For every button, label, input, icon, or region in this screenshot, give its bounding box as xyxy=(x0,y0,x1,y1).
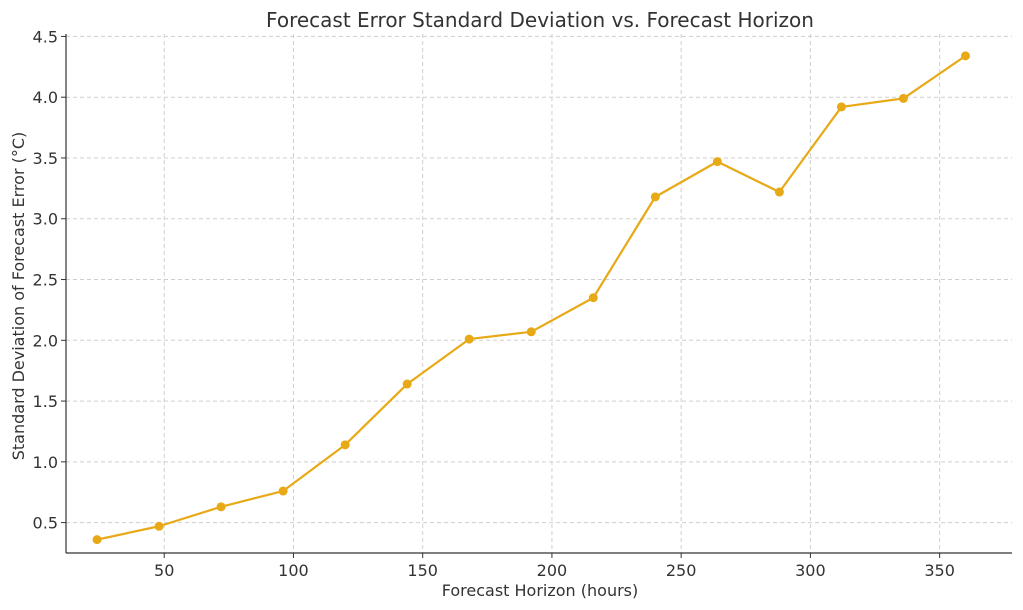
data-point xyxy=(464,334,474,344)
y-tick-label: 4.0 xyxy=(33,88,58,107)
y-tick-label: 1.5 xyxy=(33,392,58,411)
data-point xyxy=(650,192,660,202)
x-tick-label: 300 xyxy=(795,561,826,580)
y-tick-label: 3.5 xyxy=(33,149,58,168)
x-tick-label: 200 xyxy=(537,561,568,580)
data-point xyxy=(340,440,350,450)
y-tick-label: 0.5 xyxy=(33,514,58,533)
axes xyxy=(61,34,1012,558)
x-axis-label: Forecast Horizon (hours) xyxy=(442,581,639,600)
grid-lines xyxy=(66,34,1012,553)
data-point xyxy=(92,535,102,545)
data-point xyxy=(774,187,784,197)
series-layer xyxy=(92,51,970,545)
y-tick-label: 1.0 xyxy=(33,453,58,472)
data-point xyxy=(836,102,846,112)
x-tick-label: 350 xyxy=(924,561,955,580)
data-point xyxy=(278,486,288,496)
data-point xyxy=(216,502,226,512)
y-tick-label: 3.0 xyxy=(33,210,58,229)
x-tick-label: 150 xyxy=(407,561,438,580)
y-tick-label: 2.0 xyxy=(33,331,58,350)
x-tick-label: 100 xyxy=(278,561,309,580)
chart-title: Forecast Error Standard Deviation vs. Fo… xyxy=(266,8,814,32)
y-tick-label: 4.5 xyxy=(33,27,58,46)
series-line xyxy=(96,54,967,541)
y-tick-label: 2.5 xyxy=(33,271,58,290)
tick-labels: 50 100 150 200 250 300 350 0.5 1.0 1.5 2.0 2.5 3.0 3.… xyxy=(33,27,955,580)
data-point xyxy=(154,521,164,531)
data-point xyxy=(712,157,722,167)
y-axis-label: Standard Deviation of Forecast Error (°C… xyxy=(9,132,28,461)
data-point xyxy=(588,293,598,303)
x-tick-label: 250 xyxy=(666,561,697,580)
data-point xyxy=(898,93,908,103)
data-point xyxy=(960,51,970,61)
x-tick-label: 50 xyxy=(154,561,174,580)
data-point xyxy=(526,327,536,337)
data-point xyxy=(402,379,412,389)
